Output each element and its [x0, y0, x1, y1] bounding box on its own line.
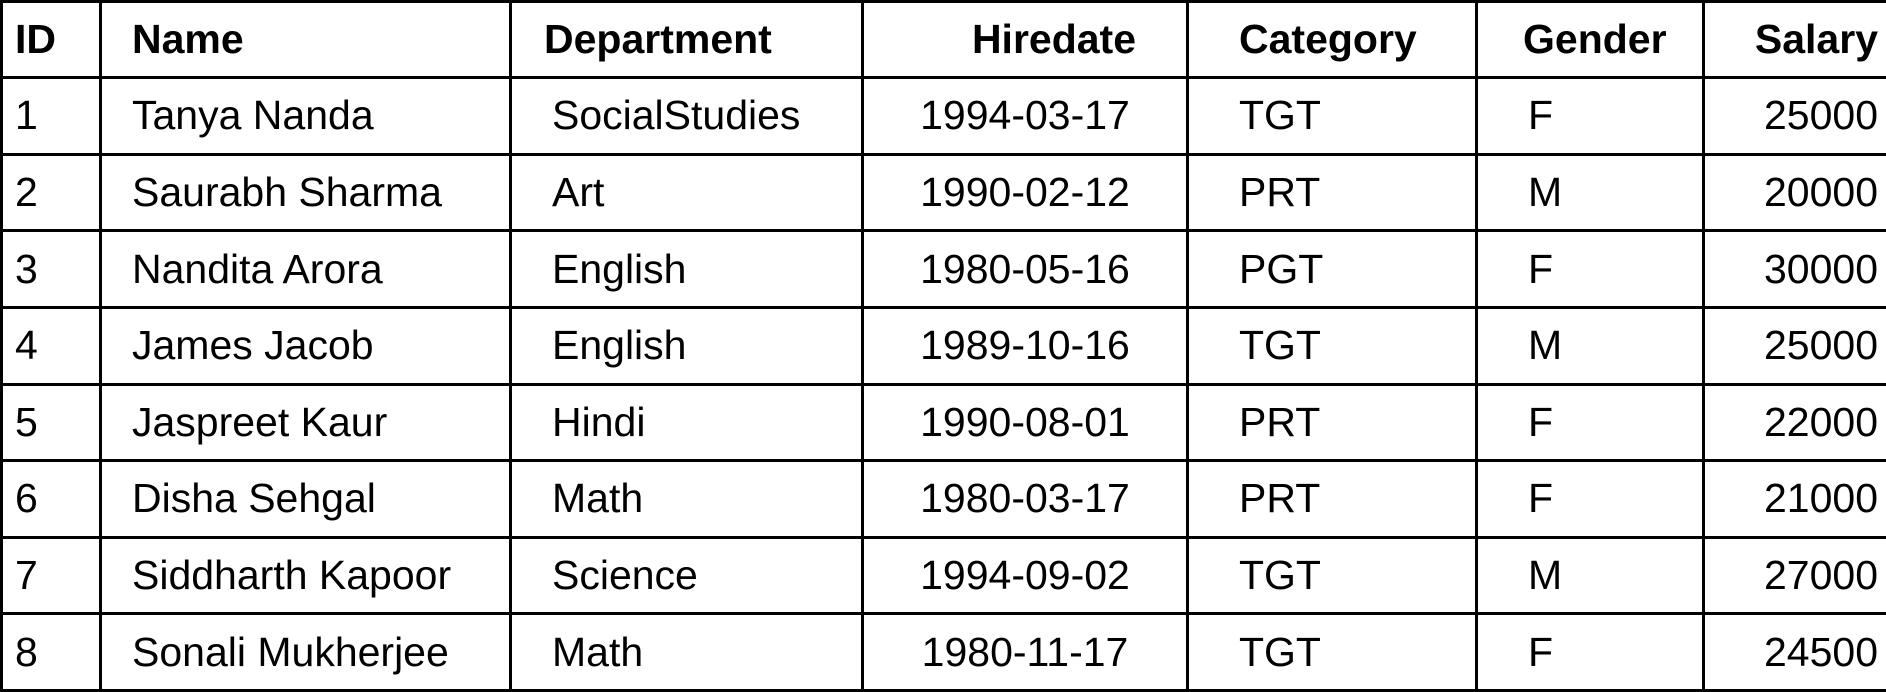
table-cell: 30000 — [1702, 229, 1886, 309]
table-row: 4 James Jacob English 1989-10-16 TGT M 25000 — [0, 305, 1886, 386]
table-row: 7 Siddharth Kapoor Science 1994-09-02 TGT M 27… — [0, 535, 1886, 616]
table-cell: 1980-05-16 — [861, 229, 1189, 309]
table-cell: Tanya Nanda — [99, 76, 512, 156]
table-row: 1 Tanya Nanda SocialStudies 1994-03-17 TGT F 2… — [0, 76, 1886, 156]
table-cell: F — [1475, 459, 1705, 539]
table-cell: Nandita Arora — [99, 229, 512, 309]
table-cell: 6 — [0, 459, 102, 539]
table-cell: TGT — [1186, 535, 1478, 616]
table-cell: Jaspreet Kaur — [99, 382, 512, 463]
table-cell: 5 — [0, 382, 102, 463]
table-row: 6 Disha Sehgal Math 1980-03-17 PRT F 21000 — [0, 459, 1886, 539]
table-cell: M — [1475, 152, 1705, 233]
table-cell: English — [509, 305, 864, 386]
table-cell: TGT — [1186, 305, 1478, 386]
table-cell: 24500 — [1702, 612, 1886, 692]
header-row: ID Name Department Hiredate Category Gender Sa… — [0, 0, 1886, 79]
table-cell: F — [1475, 76, 1705, 156]
header-cell: Gender — [1475, 0, 1705, 79]
table-body: 1 Tanya Nanda SocialStudies 1994-03-17 TGT F 2… — [0, 76, 1886, 692]
table-cell: Art — [509, 152, 864, 233]
table-cell: M — [1475, 305, 1705, 386]
table-cell: PGT — [1186, 229, 1478, 309]
table-cell: Hindi — [509, 382, 864, 463]
table-cell: 1990-08-01 — [861, 382, 1189, 463]
table-cell: F — [1475, 612, 1705, 692]
table-cell: 4 — [0, 305, 102, 386]
header-cell: Salary — [1702, 0, 1886, 79]
table-cell: 7 — [0, 535, 102, 616]
table-cell: Science — [509, 535, 864, 616]
table-cell: PRT — [1186, 382, 1478, 463]
table-cell: TGT — [1186, 76, 1478, 156]
table-cell: 20000 — [1702, 152, 1886, 233]
table-cell: F — [1475, 229, 1705, 309]
header-cell: Name — [99, 0, 512, 79]
table-row: 2 Saurabh Sharma Art 1990-02-12 PRT M 20000 — [0, 152, 1886, 233]
table-cell: 1994-09-02 — [861, 535, 1189, 616]
table-cell: Siddharth Kapoor — [99, 535, 512, 616]
table-cell: 1 — [0, 76, 102, 156]
table-cell: 25000 — [1702, 305, 1886, 386]
table-cell: 8 — [0, 612, 102, 692]
header-cell: Category — [1186, 0, 1478, 79]
table-cell: English — [509, 229, 864, 309]
table-cell: PRT — [1186, 152, 1478, 233]
table-cell: TGT — [1186, 612, 1478, 692]
table-row: 8 Sonali Mukherjee Math 1980-11-17 TGT F 24500 — [0, 612, 1886, 692]
table-cell: James Jacob — [99, 305, 512, 386]
table-cell: 3 — [0, 229, 102, 309]
table-cell: 1980-03-17 — [861, 459, 1189, 539]
header-cell: Hiredate — [861, 0, 1189, 79]
table-cell: Disha Sehgal — [99, 459, 512, 539]
table-cell: Math — [509, 612, 864, 692]
header-cell: Department — [509, 0, 864, 79]
table-cell: 1990-02-12 — [861, 152, 1189, 233]
table-cell: 1980-11-17 — [861, 612, 1189, 692]
table-cell: 27000 — [1702, 535, 1886, 616]
table-cell: 25000 — [1702, 76, 1886, 156]
table-row: 3 Nandita Arora English 1980-05-16 PGT F 30000 — [0, 229, 1886, 309]
table-cell: Sonali Mukherjee — [99, 612, 512, 692]
table-cell: Saurabh Sharma — [99, 152, 512, 233]
table-cell: 1994-03-17 — [861, 76, 1189, 156]
table-cell: F — [1475, 382, 1705, 463]
header-cell: ID — [0, 0, 102, 79]
table-cell: PRT — [1186, 459, 1478, 539]
table-cell: 22000 — [1702, 382, 1886, 463]
table-cell: 1989-10-16 — [861, 305, 1189, 386]
table-cell: M — [1475, 535, 1705, 616]
table-cell: 2 — [0, 152, 102, 233]
table-cell: SocialStudies — [509, 76, 864, 156]
table-row: 5 Jaspreet Kaur Hindi 1990-08-01 PRT F 22000 — [0, 382, 1886, 463]
table-cell: 21000 — [1702, 459, 1886, 539]
table-cell: Math — [509, 459, 864, 539]
